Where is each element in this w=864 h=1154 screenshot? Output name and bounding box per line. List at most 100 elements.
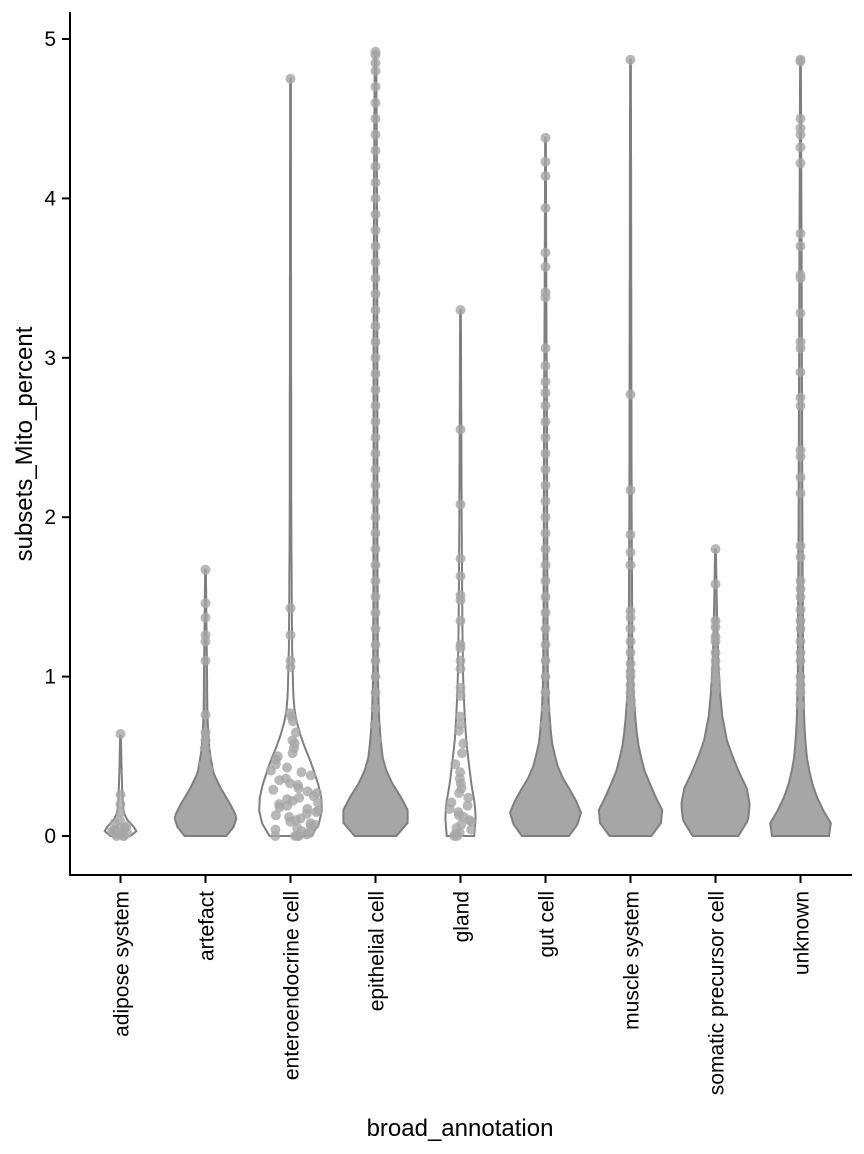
data-point bbox=[540, 671, 551, 682]
data-point bbox=[463, 792, 474, 803]
violin-artefact bbox=[173, 568, 238, 837]
data-point bbox=[301, 829, 312, 840]
data-point bbox=[540, 560, 551, 570]
data-point bbox=[540, 376, 551, 387]
violin-muscle-system bbox=[597, 58, 664, 837]
data-point bbox=[370, 177, 381, 188]
data-point bbox=[291, 727, 301, 738]
data-point bbox=[625, 560, 636, 570]
data-point bbox=[625, 623, 636, 634]
data-point bbox=[625, 547, 636, 558]
data-point bbox=[370, 512, 381, 523]
data-point bbox=[540, 623, 551, 634]
data-point bbox=[458, 738, 469, 749]
data-point bbox=[287, 748, 298, 759]
data-point bbox=[625, 671, 636, 682]
y-tick-label: 5 bbox=[44, 28, 56, 51]
data-point bbox=[293, 783, 304, 794]
data-point bbox=[370, 81, 381, 92]
data-point bbox=[540, 607, 551, 618]
data-point bbox=[452, 831, 463, 841]
data-point bbox=[455, 424, 466, 435]
data-point bbox=[313, 797, 323, 808]
data-point bbox=[626, 703, 637, 714]
data-point bbox=[370, 655, 381, 666]
data-point bbox=[115, 807, 126, 818]
data-point bbox=[114, 815, 125, 826]
data-point bbox=[370, 687, 381, 698]
data-point bbox=[274, 775, 285, 786]
data-point bbox=[444, 803, 455, 814]
data-point bbox=[454, 788, 465, 798]
data-point bbox=[540, 528, 551, 539]
data-point bbox=[710, 647, 721, 658]
data-point bbox=[795, 687, 806, 698]
data-point bbox=[795, 604, 806, 615]
x-tick-label: enteroendocrine cell bbox=[281, 891, 304, 1080]
y-ticks: 0 1 2 3 4 5 bbox=[44, 28, 70, 848]
data-point bbox=[370, 97, 381, 108]
data-point bbox=[455, 663, 466, 674]
violins-layer bbox=[103, 50, 832, 837]
data-point bbox=[540, 292, 551, 303]
data-point bbox=[540, 261, 551, 272]
data-point bbox=[285, 73, 296, 84]
data-point bbox=[370, 384, 381, 395]
data-point bbox=[292, 831, 303, 841]
data-point bbox=[450, 759, 461, 770]
x-tick-label: epithelial cell bbox=[366, 891, 389, 1011]
x-axis-title: broad_annotation bbox=[367, 1115, 554, 1142]
data-point bbox=[540, 432, 551, 443]
data-point bbox=[455, 499, 466, 510]
data-point bbox=[540, 400, 551, 411]
data-point bbox=[370, 416, 381, 427]
data-point bbox=[282, 762, 293, 773]
data-point bbox=[710, 655, 721, 666]
data-point bbox=[540, 247, 551, 258]
data-point bbox=[285, 630, 296, 641]
data-point bbox=[370, 544, 381, 555]
y-tick-label: 4 bbox=[44, 187, 56, 210]
data-point bbox=[370, 623, 381, 634]
data-point bbox=[540, 464, 551, 475]
data-point bbox=[455, 571, 466, 582]
data-point bbox=[540, 132, 551, 143]
data-point bbox=[625, 54, 636, 65]
data-point bbox=[795, 158, 806, 169]
data-point bbox=[625, 529, 636, 540]
data-point bbox=[795, 583, 806, 594]
data-point bbox=[625, 695, 636, 706]
data-point bbox=[540, 687, 551, 698]
data-point bbox=[370, 161, 381, 172]
data-point bbox=[795, 576, 806, 586]
data-point bbox=[795, 488, 806, 499]
data-point bbox=[200, 735, 211, 746]
data-point bbox=[455, 595, 466, 606]
data-point bbox=[795, 367, 806, 378]
data-point bbox=[455, 305, 466, 315]
data-point bbox=[285, 816, 296, 827]
data-point bbox=[540, 703, 551, 714]
data-point bbox=[795, 392, 806, 403]
y-tick-label: 1 bbox=[44, 666, 56, 689]
data-point bbox=[285, 662, 296, 672]
data-point bbox=[625, 687, 636, 698]
y-tick-label: 0 bbox=[44, 825, 56, 848]
x-tick-label: unknown bbox=[791, 891, 814, 975]
data-point bbox=[370, 480, 381, 491]
data-point bbox=[370, 639, 381, 650]
data-point bbox=[268, 784, 279, 795]
data-point bbox=[455, 553, 466, 564]
data-point bbox=[371, 735, 382, 746]
data-point bbox=[200, 709, 211, 720]
data-point bbox=[710, 622, 721, 633]
data-point bbox=[795, 615, 806, 626]
data-point bbox=[795, 647, 806, 658]
data-point bbox=[115, 729, 126, 739]
points-layer bbox=[107, 46, 806, 841]
data-point bbox=[370, 703, 381, 714]
data-point bbox=[296, 767, 307, 778]
data-point bbox=[265, 765, 276, 776]
data-point bbox=[370, 273, 381, 284]
